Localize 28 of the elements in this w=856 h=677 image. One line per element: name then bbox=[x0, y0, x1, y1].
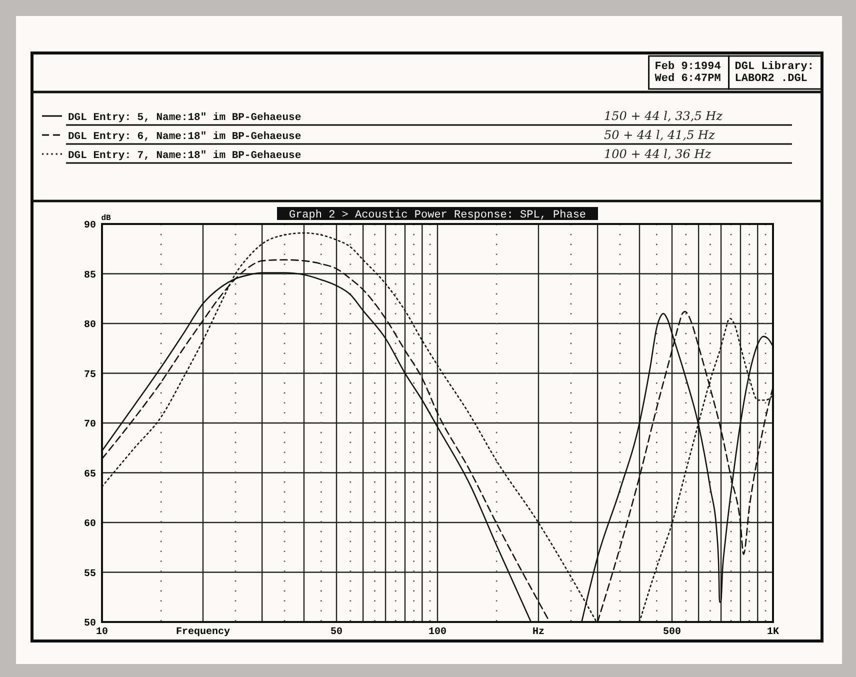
y-tick-label: 60 bbox=[84, 519, 96, 530]
x-tick-label: 1K bbox=[766, 627, 780, 638]
y-tick-label: 65 bbox=[84, 469, 96, 480]
x-tick-label: Frequency bbox=[176, 627, 230, 638]
y-tick-label: 70 bbox=[84, 420, 96, 430]
y-tick-label: 80 bbox=[84, 320, 96, 331]
y-tick-label: 55 bbox=[84, 568, 96, 580]
y-axis-title: dB bbox=[101, 214, 111, 223]
y-tick-label: 90 bbox=[84, 220, 96, 232]
chart-title: Graph 2 > Acoustic Power Response: SPL, Phase bbox=[288, 210, 586, 222]
legend-label: DGL Entry: 5, Name:18" im BP-Gehaeuse bbox=[68, 112, 302, 124]
x-tick-label: 50 bbox=[330, 627, 343, 638]
x-tick-label: 100 bbox=[428, 627, 447, 638]
text: LABOR2 .DGL bbox=[734, 73, 808, 85]
legend-label: DGL Entry: 6, Name:18" im BP-Gehaeuse bbox=[68, 131, 302, 143]
x-tick-label: Hz bbox=[532, 627, 545, 638]
x-tick-label: 500 bbox=[662, 627, 682, 638]
text: DGL Library: bbox=[734, 61, 814, 73]
y-tick-label: 85 bbox=[84, 270, 96, 282]
y-tick-label: 50 bbox=[84, 618, 96, 630]
text: 150 + 44 l, 33,5 Hz bbox=[604, 109, 724, 123]
y-tick-label: 75 bbox=[84, 370, 96, 381]
text: 50 + 44 l, 41,5 Hz bbox=[604, 128, 716, 142]
text: Wed 6:47PM bbox=[654, 73, 722, 85]
x-tick-label: 10 bbox=[96, 627, 108, 638]
text: 100 + 44 l, 36 Hz bbox=[604, 147, 712, 161]
text: Feb 9:1994 bbox=[654, 61, 722, 73]
legend-label: DGL Entry: 7, Name:18" im BP-Gehaeuse bbox=[68, 150, 302, 162]
